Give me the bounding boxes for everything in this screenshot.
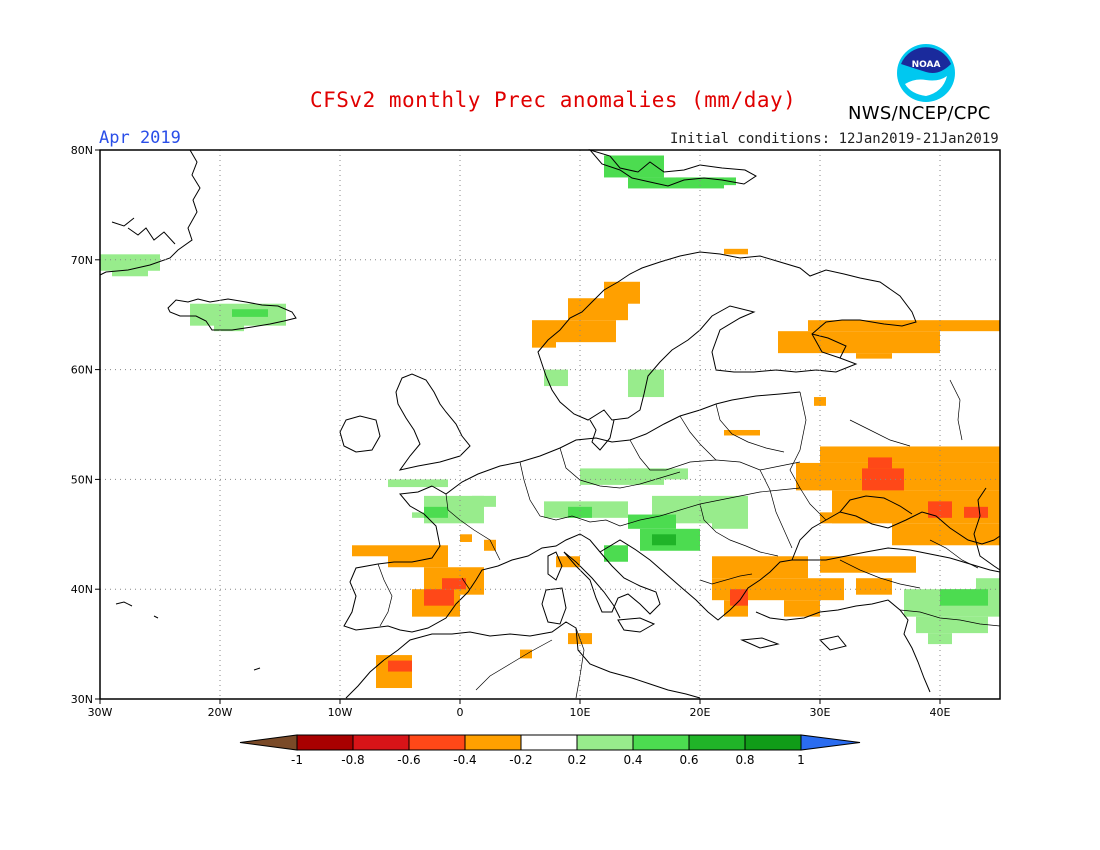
colorbar-above-max: [800, 734, 861, 751]
colorbar-tick-label: -0.6: [397, 753, 420, 767]
lon-tick-label: 20W: [208, 706, 233, 719]
colorbar-tick-label: 1: [797, 753, 805, 767]
anomaly-cell-turkey-4: [784, 600, 820, 617]
anomaly-cell-iceland-1: [214, 320, 244, 332]
lon-tick-label: 10E: [570, 706, 591, 719]
anomaly-cell-ukraine-russia-4: [820, 512, 868, 524]
colorbar-tick-label: -0.8: [341, 753, 364, 767]
anomaly-cell-iberia-core-1: [442, 578, 466, 590]
colorbar-swatch: [464, 734, 522, 751]
anomaly-cell-balkans-1: [604, 545, 628, 562]
graticule: [100, 150, 1000, 699]
anomaly-cell-ukraine-core-1: [868, 457, 892, 469]
anomaly-cell-turkey-3: [856, 578, 892, 595]
colorbar-swatch: [576, 734, 634, 751]
svg-text:NOAA: NOAA: [912, 60, 941, 70]
lat-tick-label: 50N: [71, 473, 93, 486]
anomaly-cell-svalbard-0: [604, 155, 664, 178]
lat-tick-label: 40N: [71, 583, 93, 596]
anomaly-cell-turkey-2: [820, 556, 916, 573]
lon-tick-label: 30W: [88, 706, 113, 719]
colorbar-tick-label: -0.4: [453, 753, 476, 767]
agency-label: NWS/NCEP/CPC: [848, 103, 991, 124]
colorbar-tick-label: 0.4: [623, 753, 642, 767]
anomaly-cell-iceland-core-0: [232, 309, 268, 317]
colorbar-tick-label: 0.8: [735, 753, 754, 767]
anomaly-cell-east-med-3: [928, 633, 952, 645]
anomaly-cell-russia-north-2: [856, 353, 892, 359]
colorbar-tick-label: 0.6: [679, 753, 698, 767]
chart-title: CFSv2 monthly Prec anomalies (mm/day): [310, 88, 797, 112]
anomaly-cell-svalbard-2: [676, 177, 736, 186]
anomaly-cell-caucasus-core-0: [928, 501, 952, 518]
anomaly-cell-iberia-0: [352, 545, 388, 557]
colorbar-tick-label: -1: [291, 753, 303, 767]
anomaly-cell-caucasus-core-1: [964, 506, 988, 518]
anomaly-cell-iberia-points-1: [520, 649, 532, 659]
colorbar-swatch: [296, 734, 354, 751]
anomaly-cell-alps-core-0: [568, 506, 592, 518]
anomaly-cell-italy-point-0: [556, 556, 580, 568]
colorbar: [239, 734, 861, 751]
colorbar-swatch: [408, 734, 466, 751]
anomaly-cell-iberia-1: [388, 545, 448, 568]
anomaly-cell-sweden-south-1: [544, 369, 568, 387]
anomaly-cell-iberia-4: [484, 539, 496, 551]
lon-tick-label: 0: [457, 706, 464, 719]
anomaly-cell-iberia-core-0: [424, 589, 454, 606]
anomaly-cell-ukraine-russia-0: [820, 446, 1000, 463]
anomaly-cell-norway-coast-3: [532, 336, 556, 348]
colorbar-labels: -1 -0.8 -0.6 -0.4 -0.2 0.2 0.4 0.6 0.8 1: [291, 753, 805, 767]
anomaly-cell-alps-core-1: [628, 514, 676, 529]
colorbar-tick-label: 0.2: [567, 753, 586, 767]
lon-tick-label: 40E: [930, 706, 951, 719]
anomaly-cell-france-west-0: [388, 479, 448, 488]
anomaly-cell-balkans-core-0: [652, 534, 676, 546]
colorbar-swatch: [520, 734, 578, 751]
initial-conditions: Initial conditions: 12Jan2019-21Jan2019: [670, 131, 999, 147]
anomaly-cell-iberia-points-0: [460, 534, 472, 542]
anomaly-cell-north-cape-0: [724, 248, 748, 255]
anomaly-cell-france-core-0: [424, 506, 448, 518]
colorbar-swatch: [632, 734, 690, 751]
map-frame: [99, 149, 1001, 700]
lon-tick-label: 20E: [690, 706, 711, 719]
anomaly-cell-france-west-3: [472, 495, 496, 507]
anomaly-cell-turkey-1: [760, 578, 844, 601]
lat-tick-label: 70N: [71, 254, 93, 267]
anomaly-cell-east-med-1: [916, 616, 988, 634]
forecast-period: Apr 2019: [99, 128, 181, 148]
anomaly-cell-ukraine-core-0: [862, 468, 904, 491]
anomaly-cell-greenland-east-coast-1: [112, 265, 148, 277]
anomaly-cells: [100, 155, 1000, 689]
anomaly-cell-central-europe-1: [628, 468, 688, 480]
lon-tick-label: 30E: [810, 706, 831, 719]
anomaly-cell-baltic-sp-0: [724, 429, 760, 436]
lat-tick-label: 60N: [71, 364, 93, 377]
noaa-logo: NOAA: [897, 44, 955, 102]
colorbar-swatch: [688, 734, 746, 751]
anomaly-cell-greece-core-0: [730, 589, 748, 606]
colorbar-swatch: [744, 734, 802, 751]
colorbar-swatch: [352, 734, 410, 751]
anomaly-cell-russia-north-1: [778, 331, 940, 354]
anomaly-cell-morocco-core-0: [388, 660, 412, 672]
anomaly-cell-east-med-core-0: [940, 589, 988, 606]
colorbar-below-min: [239, 734, 298, 751]
axis-ticks: 30W 20W 10W 0 10E 20E 30E 40E 30N 40N 50N 60N 70N 80N: [71, 144, 951, 719]
anomaly-cell-ukraine-russia-3: [892, 523, 1000, 546]
colorbar-tick-label: -0.2: [509, 753, 532, 767]
anomaly-cell-russia-point-0: [814, 397, 826, 406]
lat-tick-label: 30N: [71, 693, 93, 706]
coastlines: [99, 149, 1001, 699]
anomaly-cell-morocco-0: [376, 655, 412, 689]
lon-tick-label: 10W: [328, 706, 353, 719]
anomaly-cell-norway-coast-2: [604, 281, 640, 304]
lat-tick-label: 80N: [71, 144, 93, 157]
anomaly-cell-central-europe-4: [712, 512, 748, 529]
